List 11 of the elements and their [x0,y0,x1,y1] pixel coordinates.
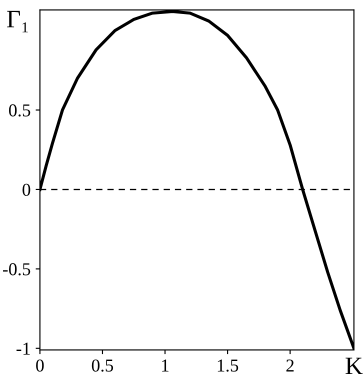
x-axis-title: K [346,358,363,374]
y-axis-title: Γ₁ [7,10,28,32]
x-tick-label: 2 [286,360,294,372]
x-tick-label: 0 [36,359,44,372]
x-tick-label: 1 [162,360,168,372]
x-tick-label: 0.5 [92,359,114,372]
y-tick-label: -1 [16,342,30,355]
y-tick-label: 0.5 [9,104,30,117]
y-tick-label: -0.5 [2,263,30,276]
x-tick-label: 1.5 [218,360,238,372]
y-tick-label: 0 [22,184,30,196]
